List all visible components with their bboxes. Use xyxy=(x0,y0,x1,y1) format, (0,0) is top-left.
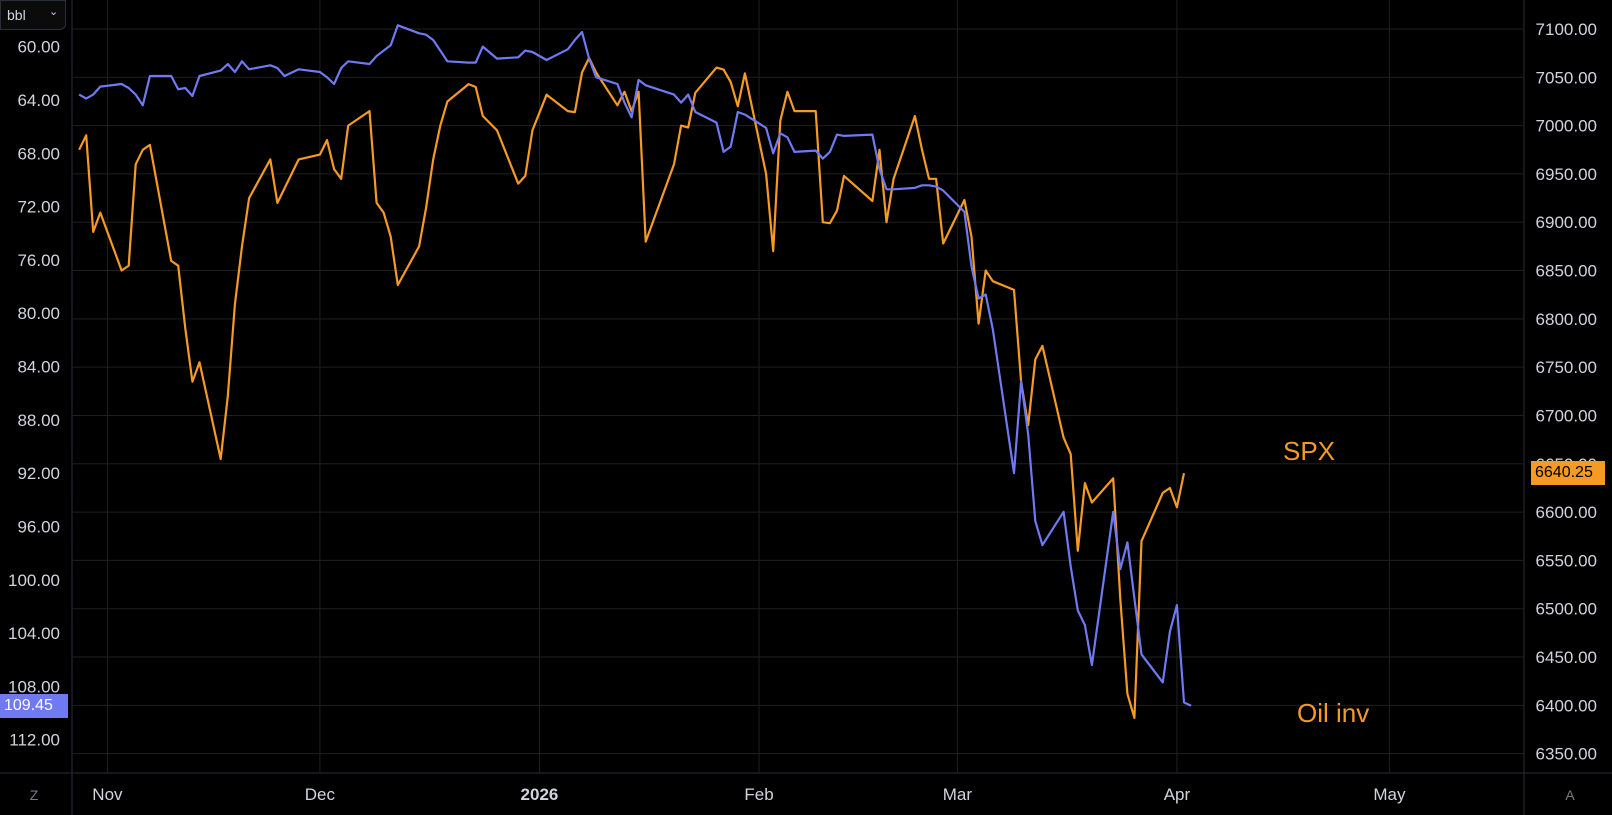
time-axis-tick-label: Feb xyxy=(744,785,773,804)
right-axis-tick-label: 6700.00 xyxy=(1536,406,1597,425)
right-axis-tick-label: 6950.00 xyxy=(1536,165,1597,184)
right-axis-tick-label: 6750.00 xyxy=(1536,358,1597,377)
right-axis-tick-label: 6350.00 xyxy=(1536,745,1597,764)
right-axis-tick-label: 6550.00 xyxy=(1536,551,1597,570)
right-axis-tick-label: 6850.00 xyxy=(1536,262,1597,281)
left-axis-tick-label: 108.00 xyxy=(8,677,60,696)
unit-label: bbl xyxy=(7,7,26,23)
right-axis-tick-label: 6600.00 xyxy=(1536,503,1597,522)
left-axis-tick-label: 104.00 xyxy=(8,624,60,643)
time-axis-tick-label: 2026 xyxy=(521,785,559,804)
series-lines xyxy=(78,24,1192,720)
left-axis-tick-label: 68.00 xyxy=(17,144,60,163)
oil-series-label: Oil inv xyxy=(1297,698,1370,728)
oil-last-price-tag: 109.45 xyxy=(0,693,68,718)
spx-line xyxy=(78,56,1186,720)
left-axis-tick-label: 92.00 xyxy=(17,464,60,483)
unit-dropdown[interactable]: bbl ⌄ xyxy=(0,0,66,30)
right-axis-tick-label: 6450.00 xyxy=(1536,648,1597,667)
spx-series-label: SPX xyxy=(1283,436,1336,466)
auto-scale-z-button[interactable]: Z xyxy=(29,787,39,803)
left-axis-tick-label: 96.00 xyxy=(17,517,60,536)
right-axis-tick-label: 7100.00 xyxy=(1536,20,1597,39)
right-axis-tick-label: 6400.00 xyxy=(1536,696,1597,715)
time-axis[interactable]: Nov Dec 2026 Feb Mar Apr May xyxy=(92,785,1406,804)
left-axis-tick-label: 64.00 xyxy=(17,91,60,110)
time-axis-tick-label: Apr xyxy=(1164,785,1191,804)
right-axis-tick-label: 7050.00 xyxy=(1536,68,1597,87)
left-axis-tick-label: 88.00 xyxy=(17,411,60,430)
right-axis-tick-label: 6500.00 xyxy=(1536,600,1597,619)
time-axis-tick-label: Nov xyxy=(92,785,123,804)
left-axis-tick-label: 60.00 xyxy=(17,38,60,57)
right-axis-tick-label: 6900.00 xyxy=(1536,213,1597,232)
right-price-axis[interactable]: 7100.00 7050.00 7000.00 6950.00 6900.00 6850.… xyxy=(1536,20,1597,764)
time-axis-tick-label: May xyxy=(1373,785,1406,804)
time-axis-tick-label: Dec xyxy=(305,785,336,804)
left-axis-tick-label: 80.00 xyxy=(17,304,60,323)
right-axis-tick-label: 6800.00 xyxy=(1536,310,1597,329)
left-axis-tick-label: 72.00 xyxy=(17,198,60,217)
left-axis-tick-label: 84.00 xyxy=(17,358,60,377)
auto-scale-a-button[interactable]: A xyxy=(1565,787,1575,803)
oil-inv-line xyxy=(78,24,1192,707)
left-axis-tick-label: 112.00 xyxy=(9,731,60,750)
time-axis-tick-label: Mar xyxy=(943,785,973,804)
left-price-axis[interactable]: 60.00 64.00 68.00 72.00 76.00 80.00 84.00 88.00… xyxy=(8,38,60,750)
chevron-down-icon: ⌄ xyxy=(49,6,59,18)
left-axis-tick-label: 76.00 xyxy=(17,251,60,270)
spx-last-price-tag: 6640.25 xyxy=(1531,461,1605,486)
left-axis-tick-label: 100.00 xyxy=(8,571,60,590)
right-axis-tick-label: 7000.00 xyxy=(1536,117,1597,136)
